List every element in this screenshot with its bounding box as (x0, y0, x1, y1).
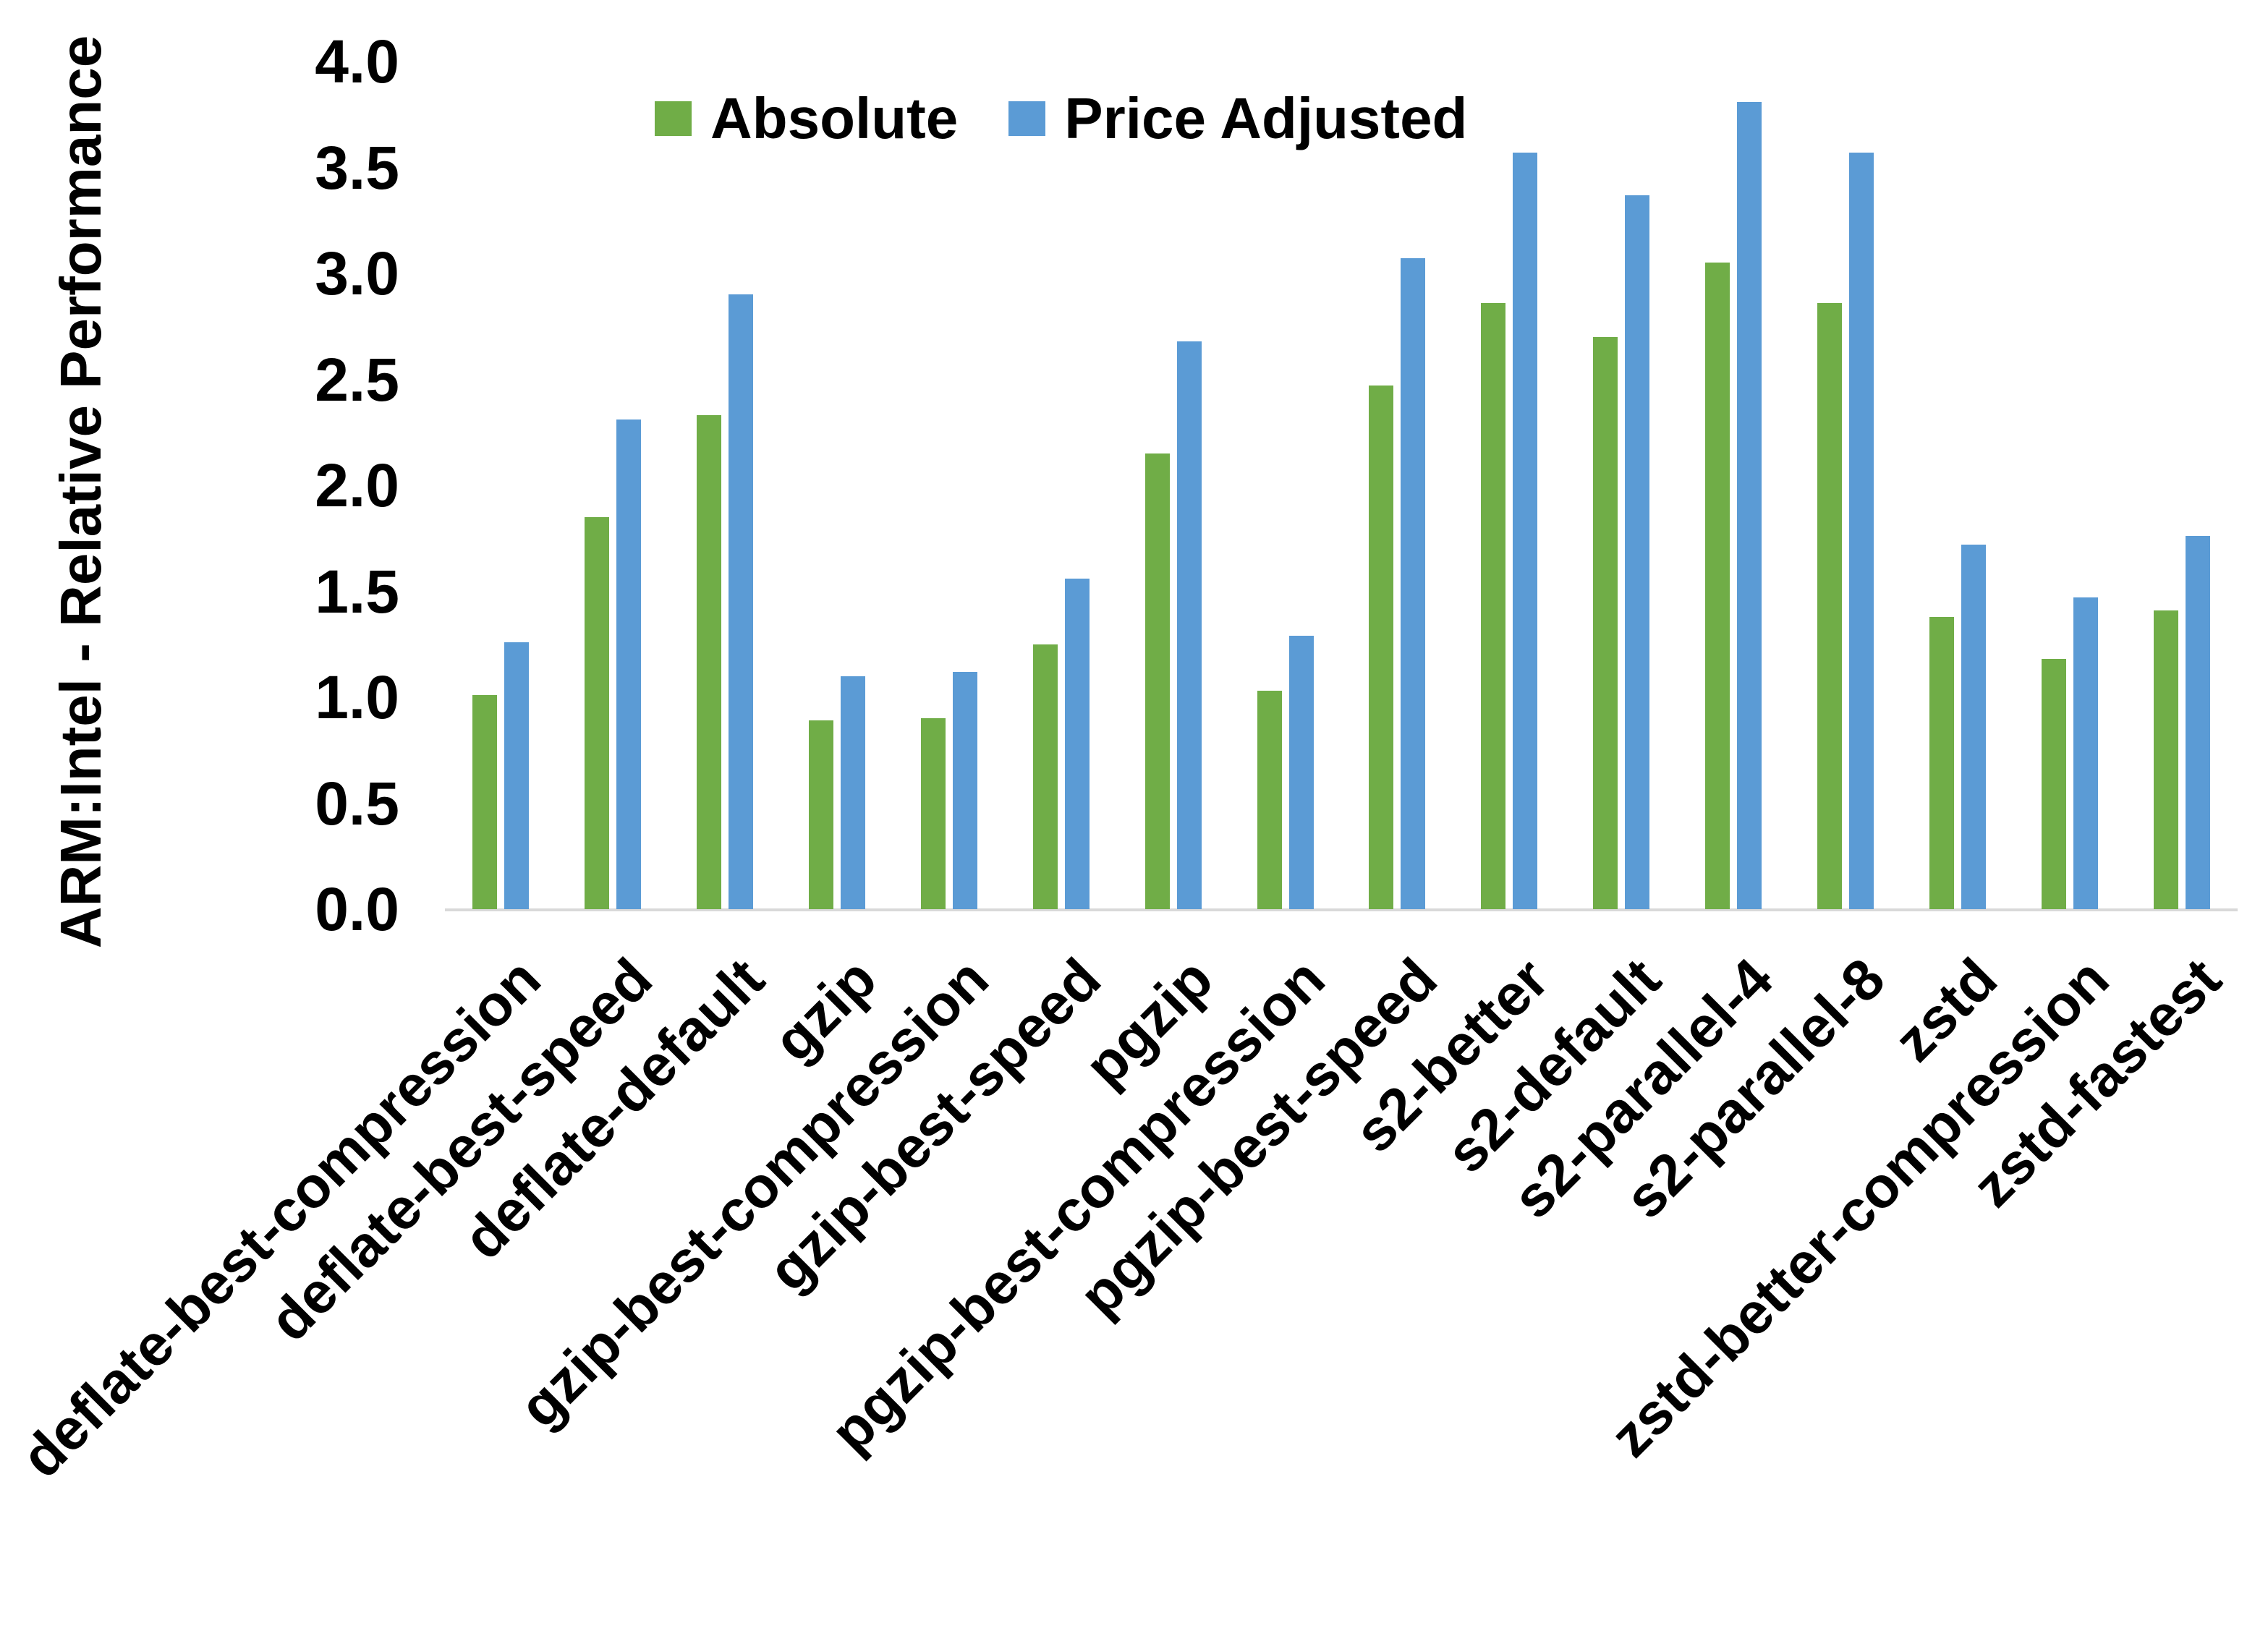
bar-price-adjusted-pgzip-best-compression (1288, 636, 1314, 909)
bar-absolute-s2-better (1481, 303, 1506, 909)
legend-item-absolute: Absolute (655, 85, 958, 152)
y-tick-label: 1.0 (315, 663, 399, 731)
y-tick-label: 1.5 (315, 557, 399, 626)
bar-absolute-s2-parallel-8 (1817, 303, 1842, 909)
bar-price-adjusted-s2-parallel-8 (1848, 152, 1874, 909)
y-tick-label: 0.0 (315, 875, 399, 943)
y-tick-label: 0.5 (315, 769, 399, 838)
bar-absolute-zstd (1929, 616, 1954, 909)
bar-absolute-gzip-best-compression (920, 718, 946, 909)
y-tick-label: 3.0 (315, 239, 399, 307)
window-border-right (2264, 0, 2268, 1644)
bar-absolute-gzip-best-speed (1032, 644, 1058, 909)
bar-price-adjusted-s2-default (1625, 195, 1650, 909)
bar-price-adjusted-s2-parallel-4 (1737, 101, 1762, 909)
bar-absolute-zstd-fastest (2153, 610, 2178, 909)
bar-absolute-pgzip-best-compression (1257, 691, 1282, 909)
bar-price-adjusted-deflate-best-compression (504, 642, 530, 909)
bar-absolute-deflate-best-compression (472, 695, 498, 909)
legend-label-price-adjusted: Price Adjusted (1064, 86, 1468, 150)
y-axis-title: ARM:Intel - Relative Performance (48, 35, 113, 949)
x-axis-line (445, 908, 2238, 911)
y-tick-label: 3.5 (315, 133, 399, 202)
y-tick-label: 2.5 (315, 345, 399, 414)
legend-label-absolute: Absolute (710, 86, 959, 150)
legend-item-price-adjusted: Price Adjusted (1008, 85, 1467, 152)
y-tick-label: 4.0 (315, 27, 399, 95)
bar-price-adjusted-s2-better (1513, 152, 1538, 909)
bar-absolute-gzip (809, 720, 834, 909)
absolute-series-swatch-icon (655, 101, 692, 136)
price-adjusted-series-swatch-icon (1008, 101, 1046, 136)
bar-price-adjusted-pgzip (1176, 341, 1202, 909)
bar-price-adjusted-zstd (1961, 545, 1986, 909)
bar-absolute-deflate-best-speed (585, 516, 610, 909)
y-tick-label: 2.0 (315, 451, 399, 519)
bar-price-adjusted-zstd-fastest (2185, 536, 2210, 909)
window-border-bottom (0, 1630, 2268, 1644)
bar-absolute-zstd-better-compression (2041, 659, 2066, 909)
bar-price-adjusted-zstd-better-compression (2073, 597, 2098, 909)
bar-absolute-deflate-default (697, 415, 722, 909)
bar-absolute-s2-default (1593, 336, 1618, 909)
bar-price-adjusted-deflate-default (729, 294, 754, 909)
bar-price-adjusted-gzip (841, 676, 866, 909)
bar-absolute-pgzip-best-speed (1369, 386, 1394, 909)
bar-absolute-s2-parallel-4 (1705, 263, 1730, 909)
bar-price-adjusted-gzip-best-compression (952, 671, 977, 909)
bar-absolute-pgzip (1144, 453, 1170, 909)
bar-price-adjusted-deflate-best-speed (616, 419, 642, 909)
bar-price-adjusted-gzip-best-speed (1064, 578, 1090, 909)
bar-price-adjusted-pgzip-best-speed (1401, 258, 1426, 909)
legend: Absolute Price Adjusted (655, 85, 1467, 152)
